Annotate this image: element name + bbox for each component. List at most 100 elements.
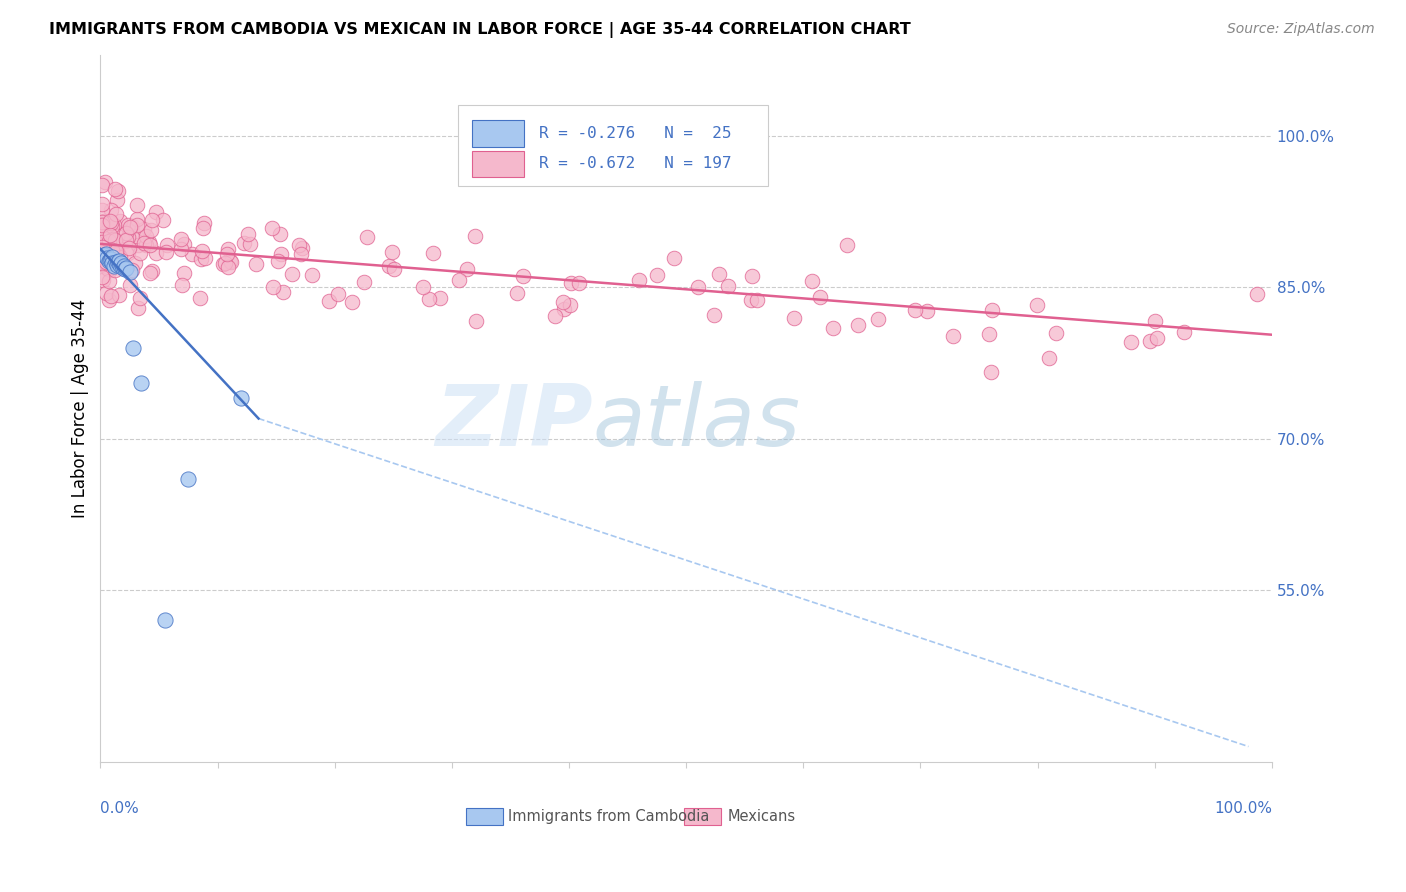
Text: Mexicans: Mexicans — [727, 808, 796, 823]
Point — [145, 205, 167, 219]
Point — [1144, 314, 1167, 328]
Point — [191, 220, 214, 235]
Point — [132, 222, 155, 236]
Point — [129, 245, 152, 260]
Point — [135, 229, 157, 244]
Point — [194, 251, 217, 265]
Point — [90, 203, 112, 218]
FancyBboxPatch shape — [472, 120, 524, 147]
Point — [128, 292, 150, 306]
Point — [101, 243, 124, 257]
Point — [124, 255, 146, 269]
Point — [110, 214, 132, 228]
Point — [94, 176, 117, 190]
Point — [560, 276, 582, 290]
Point — [191, 244, 214, 259]
Point — [100, 250, 122, 264]
Point — [105, 258, 128, 272]
Point — [90, 240, 112, 254]
Point — [118, 265, 141, 279]
Point — [568, 276, 591, 290]
Point — [108, 254, 131, 268]
Point — [111, 261, 134, 276]
Point — [977, 326, 1000, 341]
Point — [141, 264, 163, 278]
Point — [381, 244, 404, 259]
Point — [110, 258, 132, 272]
Point — [138, 235, 160, 249]
Point — [745, 293, 768, 307]
Point — [688, 280, 710, 294]
Point — [96, 247, 118, 261]
Point — [91, 246, 114, 260]
Point — [193, 216, 215, 230]
Point — [181, 247, 204, 261]
Point — [101, 250, 124, 264]
Point — [103, 259, 125, 273]
Point — [101, 219, 124, 234]
Point — [447, 273, 470, 287]
Text: IMMIGRANTS FROM CAMBODIA VS MEXICAN IN LABOR FORCE | AGE 35-44 CORRELATION CHART: IMMIGRANTS FROM CAMBODIA VS MEXICAN IN L… — [49, 22, 911, 38]
Point — [101, 221, 124, 235]
Point — [107, 247, 129, 261]
Point — [107, 184, 129, 198]
Point — [1139, 334, 1161, 349]
Point — [173, 237, 195, 252]
Point — [114, 226, 136, 240]
Point — [134, 236, 156, 251]
Point — [96, 240, 118, 254]
Point — [127, 301, 149, 315]
Point — [1246, 287, 1268, 301]
Point — [290, 247, 312, 261]
Point — [465, 314, 488, 328]
Point — [418, 292, 440, 306]
Point — [152, 213, 174, 227]
Point — [170, 242, 193, 256]
Point — [558, 298, 581, 312]
Point — [904, 302, 927, 317]
Point — [107, 244, 129, 258]
Point — [90, 225, 112, 239]
Point — [103, 263, 125, 277]
Point — [127, 231, 149, 245]
Point — [301, 268, 323, 283]
Point — [125, 218, 148, 232]
Point — [544, 310, 567, 324]
Point — [96, 286, 118, 301]
Point — [117, 245, 139, 260]
Point — [117, 218, 139, 232]
Point — [808, 290, 831, 304]
Point — [287, 238, 309, 252]
Point — [138, 238, 160, 252]
Point — [90, 270, 112, 285]
Point — [846, 318, 869, 333]
Point — [97, 261, 120, 276]
Point — [90, 219, 112, 233]
Point — [212, 257, 235, 271]
Point — [115, 261, 138, 276]
Point — [553, 302, 575, 317]
Point — [98, 253, 121, 268]
Point — [703, 308, 725, 322]
Point — [217, 242, 239, 256]
Point — [96, 251, 118, 265]
Point — [90, 256, 112, 270]
Text: 0.0%: 0.0% — [100, 800, 139, 815]
Point — [100, 214, 122, 228]
Point — [90, 257, 112, 271]
Point — [177, 472, 200, 486]
Point — [131, 376, 153, 391]
Text: ZIP: ZIP — [434, 381, 592, 464]
Point — [245, 257, 267, 271]
Point — [1038, 351, 1060, 366]
Point — [127, 237, 149, 252]
Point — [93, 214, 115, 228]
Text: Source: ZipAtlas.com: Source: ZipAtlas.com — [1227, 22, 1375, 37]
Point — [90, 178, 112, 193]
Point — [91, 255, 114, 269]
Point — [318, 293, 340, 308]
Point — [456, 261, 478, 276]
Point — [108, 288, 131, 302]
Point — [262, 280, 284, 294]
Point — [267, 254, 290, 268]
